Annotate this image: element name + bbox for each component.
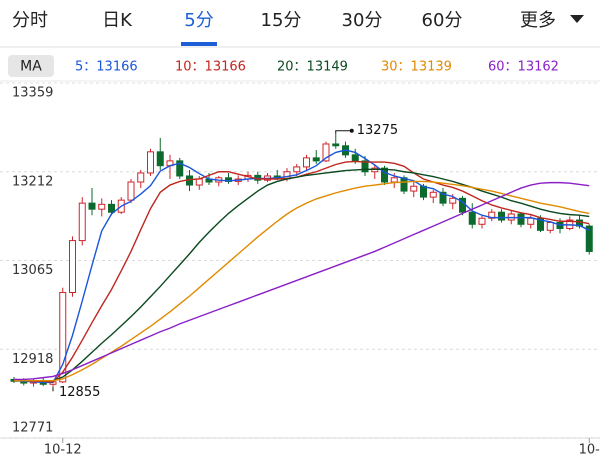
candle-body: [517, 213, 525, 225]
legend-entry: 30：13139: [381, 60, 452, 75]
candle-body: [195, 178, 203, 186]
tab[interactable]: 更多: [520, 10, 556, 31]
tab[interactable]: 分时: [12, 10, 48, 31]
candle-body: [108, 203, 115, 213]
candle-body: [59, 291, 67, 383]
tab[interactable]: 日K: [102, 10, 133, 31]
candle-body: [156, 151, 164, 167]
candle-body: [410, 185, 418, 192]
candle-body: [147, 151, 154, 174]
y-tick-label: 13065: [12, 263, 53, 278]
candle-body: [69, 240, 76, 293]
y-tick-label: 13212: [12, 174, 53, 189]
candle-body: [400, 177, 408, 192]
candle-body: [439, 191, 447, 204]
legend-entry: 60：13162: [488, 60, 559, 75]
candle-body: [88, 202, 96, 210]
candle-body: [78, 202, 86, 242]
indicator-label: MA: [20, 59, 42, 75]
candle-body: [527, 217, 535, 225]
legend-entry: 20：13149: [277, 60, 348, 75]
candle-body: [351, 154, 359, 162]
y-tick-label: 12771: [12, 421, 53, 436]
candle-body: [303, 157, 310, 168]
candle-body: [332, 143, 340, 147]
y-tick-label: 12918: [12, 352, 53, 367]
candle-body: [361, 160, 369, 173]
low-label: 12855: [59, 385, 100, 400]
y-tick-label: 13359: [12, 86, 53, 101]
candle-body: [176, 160, 184, 177]
high-dot: [349, 128, 354, 133]
tab[interactable]: 15分: [261, 10, 302, 31]
candle-body: [498, 211, 505, 221]
ma-line: [14, 181, 590, 381]
candle-body: [293, 166, 301, 173]
legend-entry: 5：13166: [75, 60, 138, 75]
high-label: 13275: [357, 123, 398, 138]
candle-body: [429, 191, 437, 198]
tab[interactable]: 5分: [184, 10, 213, 31]
candle-body: [449, 197, 457, 204]
x-tick-label: 10-: [579, 443, 600, 458]
tab-bar: 分时 日K 5分 15分 30分 60分 更多: [12, 10, 556, 46]
active-tab-underline: [181, 42, 217, 46]
candle-body: [322, 143, 330, 162]
ma-line: [14, 168, 590, 382]
candle-body: [468, 211, 476, 225]
high-pointer: [335, 130, 352, 134]
tab[interactable]: 60分: [422, 10, 463, 31]
candle-body: [381, 167, 388, 183]
candle-body: [390, 177, 398, 183]
x-tick-label: 10-12: [44, 443, 82, 458]
ma-line: [13, 149, 590, 384]
legend-entry: 10：13166: [175, 60, 246, 75]
candle-body: [127, 181, 135, 201]
more-arrow[interactable]: [570, 15, 584, 23]
candle-body: [312, 157, 320, 162]
candle-body: [546, 221, 554, 231]
candle-body: [137, 172, 145, 183]
candle-body: [98, 203, 106, 210]
indicator-badge[interactable]: [8, 55, 54, 77]
candle-body: [585, 225, 593, 252]
tab[interactable]: 30分: [342, 10, 383, 31]
candle-body: [478, 217, 486, 225]
